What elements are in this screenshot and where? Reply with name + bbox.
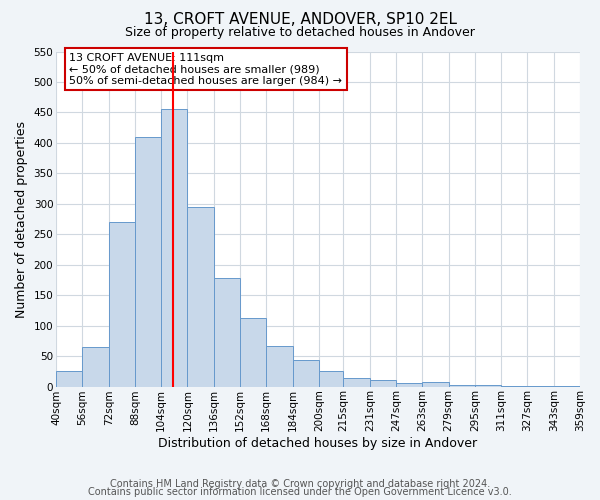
Bar <box>319 370 343 386</box>
Bar <box>396 383 422 386</box>
Bar <box>449 384 475 386</box>
X-axis label: Distribution of detached houses by size in Andover: Distribution of detached houses by size … <box>158 437 478 450</box>
Bar <box>240 318 266 386</box>
Bar <box>343 378 370 386</box>
Bar <box>135 137 161 386</box>
Text: Contains public sector information licensed under the Open Government Licence v3: Contains public sector information licen… <box>88 487 512 497</box>
Bar <box>187 207 214 386</box>
Y-axis label: Number of detached properties: Number of detached properties <box>15 120 28 318</box>
Bar <box>109 222 135 386</box>
Text: 13 CROFT AVENUE: 111sqm
← 50% of detached houses are smaller (989)
50% of semi-d: 13 CROFT AVENUE: 111sqm ← 50% of detache… <box>69 52 342 86</box>
Bar <box>56 372 82 386</box>
Text: 13, CROFT AVENUE, ANDOVER, SP10 2EL: 13, CROFT AVENUE, ANDOVER, SP10 2EL <box>143 12 457 28</box>
Bar <box>266 346 293 387</box>
Text: Size of property relative to detached houses in Andover: Size of property relative to detached ho… <box>125 26 475 39</box>
Bar <box>422 382 449 386</box>
Bar <box>214 278 240 386</box>
Bar <box>370 380 396 386</box>
Bar <box>82 347 109 387</box>
Bar <box>293 360 319 386</box>
Text: Contains HM Land Registry data © Crown copyright and database right 2024.: Contains HM Land Registry data © Crown c… <box>110 479 490 489</box>
Bar <box>161 110 187 386</box>
